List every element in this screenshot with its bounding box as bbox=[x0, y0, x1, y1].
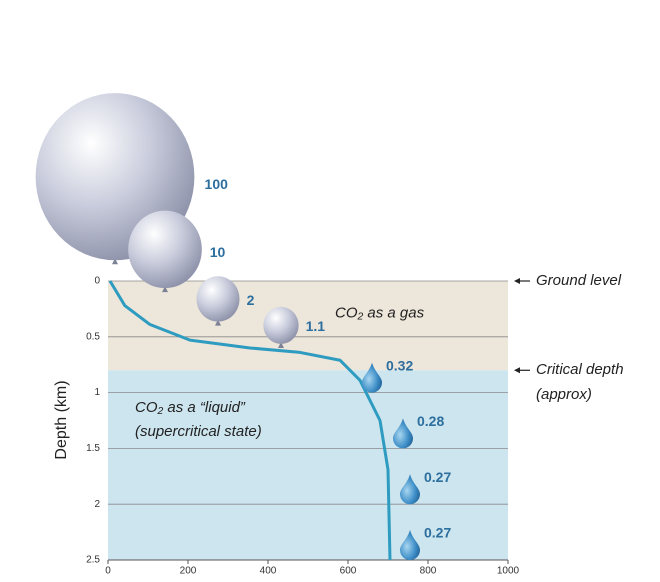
x-tick-label: 800 bbox=[420, 566, 437, 577]
annotation: Critical depth bbox=[536, 361, 624, 378]
x-tick-label: 0 bbox=[105, 566, 111, 577]
y-axis-label: Depth (km) bbox=[53, 380, 70, 459]
volume-label: 0.28 bbox=[417, 413, 444, 429]
region-sublabel: (supercritical state) bbox=[135, 423, 262, 440]
y-tick-label: 0 bbox=[94, 276, 100, 287]
annotation: Ground level bbox=[536, 272, 622, 289]
y-tick-label: 1.5 bbox=[86, 443, 100, 454]
x-tick-label: 1000 bbox=[497, 566, 520, 577]
volume-label: 0.27 bbox=[424, 525, 451, 541]
y-tick-label: 0.5 bbox=[86, 331, 100, 342]
volume-label: 100 bbox=[205, 176, 229, 192]
arrow-head bbox=[514, 367, 520, 373]
chart: Depth (km) 00.511.522.502004006008001000… bbox=[0, 0, 660, 577]
page: Depth (km) 00.511.522.502004006008001000… bbox=[0, 0, 660, 582]
y-tick-label: 2 bbox=[94, 499, 100, 510]
balloon bbox=[196, 276, 239, 321]
y-tick-label: 1 bbox=[94, 387, 100, 398]
volume-label: 2 bbox=[247, 292, 255, 308]
annotation-sub: (approx) bbox=[536, 386, 592, 403]
region-label: CO₂ as a “liquid” bbox=[135, 399, 246, 416]
x-tick-label: 600 bbox=[340, 566, 357, 577]
volume-label: 0.27 bbox=[424, 469, 451, 485]
arrow-head bbox=[514, 278, 520, 284]
volume-label: 0.32 bbox=[386, 357, 413, 373]
volume-label: 10 bbox=[210, 244, 226, 260]
balloon bbox=[128, 211, 202, 289]
balloon bbox=[263, 307, 298, 344]
y-tick-label: 2.5 bbox=[86, 555, 100, 566]
volume-label: 1.1 bbox=[306, 318, 326, 334]
x-tick-label: 200 bbox=[180, 566, 197, 577]
x-tick-label: 400 bbox=[260, 566, 277, 577]
region-label: CO₂ as a gas bbox=[335, 305, 425, 322]
